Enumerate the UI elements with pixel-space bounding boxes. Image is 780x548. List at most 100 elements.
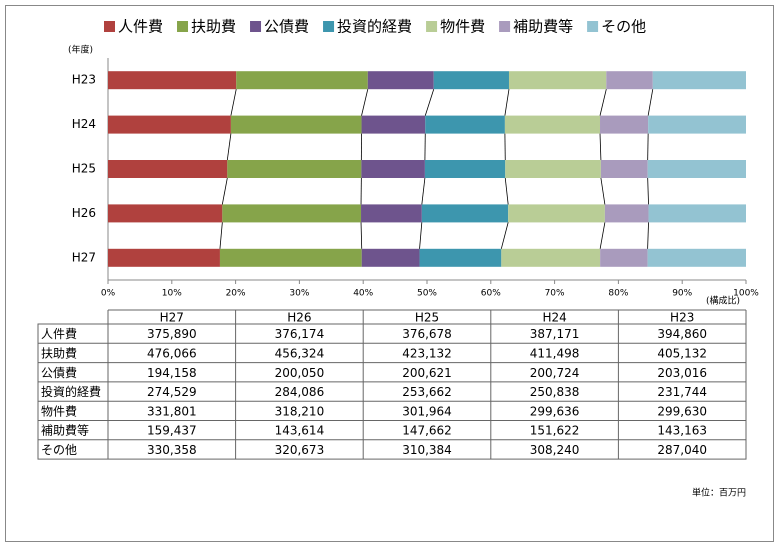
table-cell: 310,384 <box>402 443 452 457</box>
connector-line <box>424 89 435 116</box>
table-row-label: 人件費 <box>41 326 77 341</box>
table-cell: 308,240 <box>530 443 580 457</box>
table-header: H26 <box>287 311 311 325</box>
bar-segment <box>508 71 607 90</box>
table-cell: 330,358 <box>147 443 197 457</box>
table-cell: 405,132 <box>657 346 707 360</box>
legend-label: 補助費等 <box>513 18 573 36</box>
table-cell: 203,016 <box>657 366 707 380</box>
legend-swatch <box>104 21 115 32</box>
table-cell: 476,066 <box>147 346 197 360</box>
legend-swatch <box>587 21 599 32</box>
legend-label: 公債費 <box>264 18 309 36</box>
table-cell: 143,614 <box>275 424 325 438</box>
table-cell: 376,174 <box>275 327 325 341</box>
x-tick-label: 0% <box>101 289 116 299</box>
bar-segment <box>501 248 601 267</box>
x-tick-label: 30% <box>289 289 309 299</box>
legend-label: その他 <box>601 18 646 36</box>
table-cell: 151,622 <box>530 424 580 438</box>
x-axis-label: (構成比) <box>706 295 740 307</box>
unit-note: 単位：百万円 <box>692 487 746 499</box>
bar-segment <box>600 160 648 178</box>
bar-segment <box>108 71 237 90</box>
bar-segment <box>508 204 605 223</box>
x-tick-label: 70% <box>545 289 565 299</box>
table-row-label: 物件費 <box>41 403 77 418</box>
y-axis-label: (年度) <box>68 44 93 56</box>
legend-label: 扶助費 <box>191 18 236 36</box>
bar-segment <box>421 204 509 223</box>
table-cell: 394,860 <box>657 327 707 341</box>
table-cell: 274,529 <box>147 385 197 399</box>
table-header: H23 <box>670 311 694 325</box>
y-tick-label: H24 <box>72 117 96 131</box>
bar-segment <box>108 160 228 178</box>
table-cell: 287,040 <box>657 443 707 457</box>
table-cell: 411,498 <box>530 346 580 360</box>
legend-swatch <box>250 21 262 32</box>
x-tick-label: 40% <box>353 289 373 299</box>
bar-segment <box>648 115 746 134</box>
table-cell: 320,673 <box>275 443 325 457</box>
table-cell: 231,744 <box>657 385 707 399</box>
connector-line <box>647 177 649 205</box>
bar-segment <box>108 204 223 223</box>
table-cell: 318,210 <box>275 404 325 418</box>
bar-segment <box>108 115 231 134</box>
bar-segment <box>652 71 746 90</box>
legend-label: 投資的経費 <box>337 18 412 36</box>
connector-line <box>419 222 423 249</box>
legend-label: 人件費 <box>118 18 163 36</box>
bar-segment <box>604 204 649 223</box>
x-tick-label: 20% <box>226 289 246 299</box>
y-tick-label: H27 <box>72 250 96 264</box>
x-tick-label: 100% <box>733 289 759 299</box>
y-tick-label: H25 <box>72 162 96 176</box>
table-cell: 147,662 <box>402 424 452 438</box>
connector-line <box>599 89 607 116</box>
table-header: H24 <box>542 311 566 325</box>
table-cell: 253,662 <box>402 385 452 399</box>
connector-line <box>500 222 509 249</box>
connector-line <box>221 177 228 205</box>
connector-line <box>361 89 369 116</box>
table-cell: 200,724 <box>530 366 580 380</box>
x-tick-label: 90% <box>672 289 692 299</box>
bar-segment <box>600 115 649 134</box>
bar-segment <box>361 115 426 134</box>
table-cell: 376,678 <box>402 327 452 341</box>
table-row-label: 扶助費 <box>41 345 77 360</box>
table-cell: 194,158 <box>147 366 197 380</box>
bar-segment <box>606 71 653 90</box>
bar-segment <box>648 204 746 223</box>
table-header: H27 <box>160 311 184 325</box>
legend-swatch <box>323 21 335 32</box>
x-tick-label: 10% <box>162 289 182 299</box>
table-row-label: 補助費等 <box>41 423 89 438</box>
bar-segment <box>647 248 746 267</box>
table-cell: 250,838 <box>530 385 580 399</box>
table-row-label: その他 <box>41 443 77 457</box>
y-tick-label: H23 <box>72 73 96 87</box>
bar-segment <box>504 115 601 134</box>
y-tick-label: H26 <box>72 206 96 220</box>
bar-segment <box>419 248 502 267</box>
bar-segment <box>647 160 746 178</box>
bar-segment <box>425 115 505 134</box>
x-tick-label: 80% <box>608 289 628 299</box>
table-cell: 387,171 <box>530 327 580 341</box>
table-cell: 200,621 <box>402 366 452 380</box>
table-cell: 299,630 <box>657 404 707 418</box>
bar-segment <box>505 160 601 178</box>
connector-line <box>219 222 223 249</box>
bar-segment <box>424 160 506 178</box>
connector-line <box>504 177 509 205</box>
bar-segment <box>230 115 362 134</box>
table-cell: 284,086 <box>275 385 325 399</box>
bar-segment <box>236 71 368 90</box>
table-cell: 200,050 <box>275 366 325 380</box>
bar-segment <box>433 71 509 90</box>
bar-segment <box>361 160 425 178</box>
